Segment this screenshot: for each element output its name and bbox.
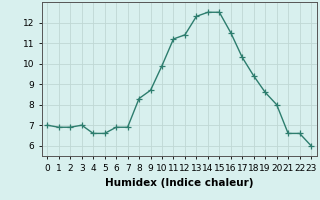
X-axis label: Humidex (Indice chaleur): Humidex (Indice chaleur) <box>105 178 253 188</box>
